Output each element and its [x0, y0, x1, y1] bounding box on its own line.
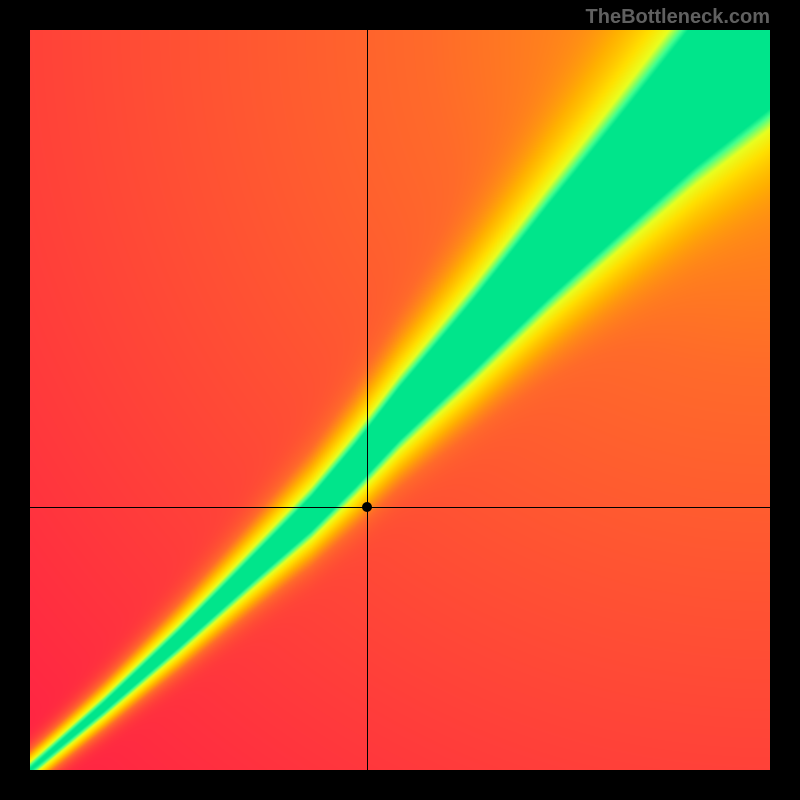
crosshair-vertical	[367, 30, 368, 770]
crosshair-horizontal	[30, 507, 770, 508]
plot-area	[30, 30, 770, 770]
marker-dot	[362, 502, 372, 512]
watermark-text: TheBottleneck.com	[586, 6, 770, 29]
heatmap-canvas	[30, 30, 770, 770]
